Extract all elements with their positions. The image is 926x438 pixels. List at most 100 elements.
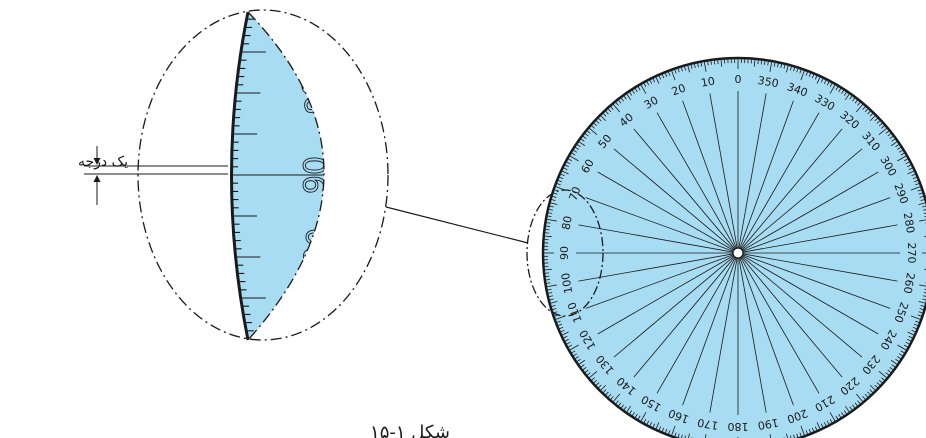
radial-line xyxy=(740,255,843,378)
dial-tick xyxy=(907,164,912,168)
dial-tick xyxy=(595,382,600,387)
dial-tick xyxy=(667,70,671,76)
dial-tick xyxy=(565,161,571,165)
dial-tick xyxy=(919,195,925,198)
dial-tick xyxy=(545,222,551,224)
dial-tick xyxy=(588,127,598,136)
dial-tick xyxy=(652,423,656,429)
dial-tick xyxy=(905,161,911,165)
dial-tick xyxy=(623,95,627,100)
radial-line xyxy=(656,256,737,394)
dial-tick xyxy=(876,119,881,124)
dial-label: 30 xyxy=(642,94,661,112)
dial-tick xyxy=(910,185,922,191)
dial-tick xyxy=(924,216,926,218)
dial-tick xyxy=(887,369,892,374)
dial-tick xyxy=(548,298,554,301)
dial-tick xyxy=(643,418,647,424)
dial-tick xyxy=(917,189,923,192)
dial-tick xyxy=(667,430,671,436)
dial-tick xyxy=(612,103,621,113)
degree-marker xyxy=(84,146,228,205)
dial-tick xyxy=(558,326,564,330)
dial-tick xyxy=(919,284,926,287)
dial-tick xyxy=(658,74,662,80)
dial-tick xyxy=(637,85,641,91)
dial-tick xyxy=(546,215,552,218)
dial-tick xyxy=(844,405,851,413)
dial-tick xyxy=(604,391,609,396)
dial-tick xyxy=(584,369,589,374)
radial-line xyxy=(633,255,736,378)
dial-tick xyxy=(720,58,723,67)
dial-tick xyxy=(907,338,912,342)
zoom-outline xyxy=(137,9,389,341)
dial-tick xyxy=(829,412,836,423)
dial-tick xyxy=(855,393,864,403)
dial-tick xyxy=(713,59,716,65)
dial-tick xyxy=(777,62,779,68)
dial-tick xyxy=(867,110,872,115)
dial-tick xyxy=(885,129,890,134)
connector-line xyxy=(385,206,529,244)
radial-line xyxy=(741,253,898,282)
dial-tick xyxy=(864,393,869,399)
dial-tick xyxy=(703,60,707,72)
dial-tick xyxy=(546,288,552,291)
dial-tick xyxy=(835,85,839,91)
dial-label: 190 xyxy=(757,416,780,432)
dial-tick xyxy=(640,83,647,94)
dial-tick xyxy=(550,198,556,202)
dial-tick xyxy=(890,140,898,147)
radial-line xyxy=(741,253,891,309)
dial-tick xyxy=(917,314,923,317)
dial-tick xyxy=(843,410,848,415)
dial-tick xyxy=(543,268,552,271)
dial-tick xyxy=(604,110,609,115)
dial-tick xyxy=(661,427,665,433)
radial-line xyxy=(597,254,735,335)
dial-tick xyxy=(895,143,900,148)
dial-tick xyxy=(568,344,579,351)
dial-tick xyxy=(557,179,562,183)
radial-line xyxy=(741,197,891,253)
dial-tick xyxy=(903,158,909,162)
dial-tick xyxy=(878,379,884,384)
degree-label: یک درجه xyxy=(78,154,128,170)
dial-tick xyxy=(769,60,773,72)
zoom-detail: 80 90 100 xyxy=(137,9,389,341)
dial-tick xyxy=(855,103,864,113)
dial-tick xyxy=(545,284,557,288)
radial-line xyxy=(585,197,735,253)
dial-tick xyxy=(869,389,874,394)
radial-line xyxy=(741,254,879,335)
dial-tick xyxy=(753,58,756,67)
dial-tick xyxy=(599,114,607,122)
dial-tick xyxy=(576,143,581,148)
dial-tick xyxy=(688,433,690,438)
dial-tick xyxy=(544,225,550,227)
dial-tick xyxy=(631,412,635,417)
dial-tick xyxy=(609,105,614,110)
dial-tick xyxy=(568,155,579,162)
dial-tick xyxy=(887,132,892,137)
dial-tick xyxy=(561,170,569,175)
dial-tick xyxy=(658,426,662,432)
dial-tick xyxy=(643,82,647,88)
dial-tick xyxy=(570,350,576,354)
radial-line xyxy=(740,148,863,251)
dial-tick xyxy=(646,80,650,86)
dial-tick xyxy=(609,396,614,401)
dial-tick xyxy=(900,152,906,156)
dial-tick xyxy=(783,63,786,69)
dial-tick xyxy=(841,89,845,94)
radial-line xyxy=(709,256,738,413)
dial-tick xyxy=(885,372,890,377)
dial-tick xyxy=(590,377,595,382)
dial-tick xyxy=(907,170,915,175)
dial-tick xyxy=(578,359,586,366)
dial-tick xyxy=(634,413,638,419)
dial-tick xyxy=(717,59,719,65)
dial-tick xyxy=(543,235,552,238)
